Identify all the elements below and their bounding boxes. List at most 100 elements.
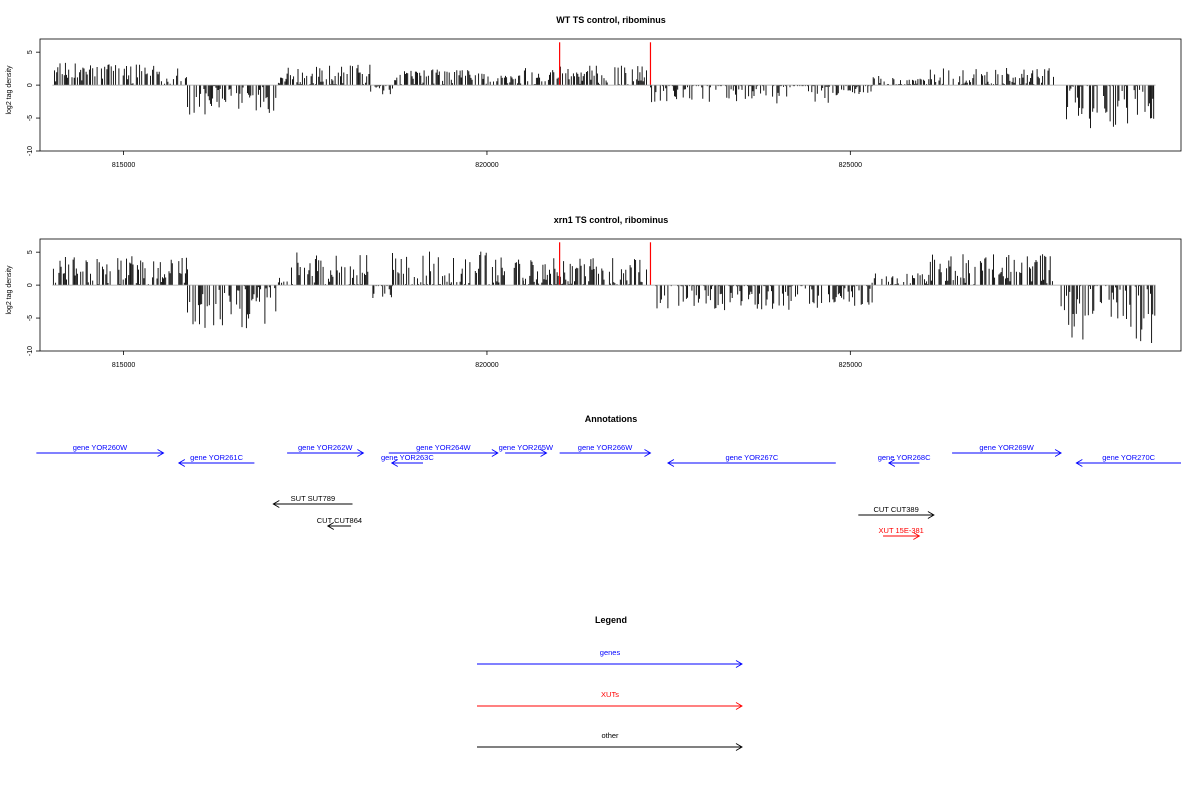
density-bars-segment-6 [488, 257, 524, 286]
annotation-gene-yor260w: gene YOR260W [36, 443, 165, 457]
panel-xrn1-title: xrn1 TS control, ribominus [554, 215, 669, 225]
legend-items: genes XUTs other [477, 648, 743, 751]
arrow-head [887, 459, 896, 467]
density-bars-segment-5 [394, 69, 487, 86]
density-bars-segment-5 [392, 251, 487, 286]
panel-xrn1-ylabel: log2 tag density [6, 265, 13, 315]
arrow-head [644, 449, 652, 457]
density-bars-segment-3 [286, 252, 369, 286]
annotation-label: gene YOR261C [190, 453, 243, 462]
density-bars-segment-10 [872, 76, 931, 86]
density-bars-segment-7 [522, 258, 647, 286]
density-bars-segment-1 [187, 85, 277, 115]
density-bars-segment-4 [370, 85, 393, 95]
density-bars-segment-2 [277, 77, 288, 86]
legend-label: other [601, 731, 619, 740]
legend: Legend genes XUTs other [477, 615, 743, 751]
panel-xrn1-frame [39, 238, 1182, 352]
density-bars-segment-11 [929, 68, 1054, 86]
x-tick-label-1: 820000 [475, 362, 498, 369]
panel-wt-bars [54, 42, 1155, 129]
annotation-gene-yor262w: gene YOR262W [287, 443, 365, 457]
arrow-head [1054, 449, 1062, 457]
y-tick-label-1: -5 [27, 315, 34, 321]
annotation-gene-yor264w: gene YOR264W [388, 443, 499, 457]
density-bars-segment-0 [52, 256, 188, 286]
x-tick-label-0: 815000 [112, 162, 135, 169]
annotation-sut-sut789: SUT SUT789 [272, 494, 353, 508]
annotation-gene-yor265w: gene YOR265W [499, 443, 554, 457]
annotation-label: gene YOR268C [878, 453, 931, 462]
panel-wt: WT TS control, ribominus log2 tag densit… [6, 15, 1182, 169]
annotation-gene-yor261c: gene YOR261C [177, 453, 255, 467]
annotation-gene-yor270c: gene YOR270C [1075, 453, 1181, 467]
x-tick-label-0: 815000 [112, 362, 135, 369]
annotation-label: gene YOR263C [381, 453, 434, 462]
annotation-label: CUT CUT864 [317, 516, 362, 525]
annotation-gene-yor268c: gene YOR268C [878, 453, 931, 467]
density-bars-segment-6 [487, 75, 522, 86]
density-bars-segment-3 [286, 64, 371, 86]
density-bars-segment-10 [871, 273, 930, 286]
density-bars-segment-2 [277, 277, 285, 286]
panel-xrn1: xrn1 TS control, ribominus log2 tag dens… [6, 215, 1182, 369]
legend-item-xuts: XUTs [477, 690, 743, 710]
x-tick-label-2: 825000 [839, 162, 862, 169]
arrow-head [177, 459, 186, 467]
annotation-gene-yor269w: gene YOR269W [952, 443, 1062, 457]
arrow-head [927, 511, 935, 519]
x-tick-label-1: 820000 [475, 162, 498, 169]
density-bars-segment-8 [655, 285, 823, 311]
arrow-head [390, 459, 398, 467]
panel-xrn1-axes: 815000 820000 825000 -10 -5 0 5 [27, 250, 1156, 369]
panel-wt-frame [39, 38, 1182, 152]
arrow-head [326, 522, 335, 530]
y-tick-label-0: -10 [27, 146, 34, 156]
y-tick-label-0: -10 [27, 346, 34, 356]
density-bars-segment-9 [828, 285, 873, 306]
annotation-label: gene YOR270C [1102, 453, 1155, 462]
density-bars-segment-0 [54, 62, 187, 86]
legend-label: XUTs [601, 690, 619, 699]
density-bars-segment-9 [828, 85, 873, 96]
annotation-gene-yor266w: gene YOR266W [559, 443, 652, 457]
arrow-head [735, 743, 743, 751]
arrow-head [667, 459, 675, 467]
annotation-label: gene YOR265W [499, 443, 554, 452]
density-bars-segment-1 [187, 285, 277, 329]
annotation-xut-15e-381: XUT 15E-381 [879, 526, 924, 540]
panel-wt-axes: 815000 820000 825000 -10 -5 0 5 [27, 50, 1156, 169]
legend-label: genes [600, 648, 621, 657]
arrow-head [735, 702, 743, 710]
panel-xrn1-bars [52, 242, 1156, 343]
panel-wt-ylabel: log2 tag density [6, 65, 13, 115]
y-tick-label-2: 0 [27, 83, 34, 87]
arrow-head [272, 500, 280, 508]
y-tick-label-2: 0 [27, 283, 34, 287]
x-tick-label-2: 825000 [839, 362, 862, 369]
annotation-cut-cut389: CUT CUT389 [858, 505, 935, 519]
arrow-head [540, 449, 548, 457]
annotation-gene-yor263c: gene YOR263C [381, 453, 434, 467]
legend-item-other: other [477, 731, 743, 751]
annotation-features: gene YOR260W gene YOR261C gene YOR262W gene… [36, 443, 1181, 540]
annotation-label: XUT 15E-381 [879, 526, 924, 535]
legend-title: Legend [595, 615, 627, 625]
annotation-label: gene YOR264W [416, 443, 471, 452]
density-bars-segment-12 [1066, 85, 1155, 129]
annotation-label: gene YOR260W [73, 443, 128, 452]
annotation-label: gene YOR267C [725, 453, 778, 462]
arrow-head [1075, 459, 1083, 467]
annotation-label: gene YOR266W [578, 443, 633, 452]
annotation-cut-cut864: CUT CUT864 [317, 516, 362, 530]
legend-item-genes: genes [477, 648, 743, 668]
annotation-gene-yor267c: gene YOR267C [667, 453, 836, 467]
density-bars-segment-4 [372, 285, 393, 298]
y-tick-label-1: -5 [27, 115, 34, 121]
annotation-label: gene YOR269W [979, 443, 1034, 452]
arrow-head [735, 660, 743, 668]
arrow-head [357, 449, 365, 457]
annotations-title: Annotations [585, 414, 638, 424]
annotation-label: gene YOR262W [298, 443, 353, 452]
